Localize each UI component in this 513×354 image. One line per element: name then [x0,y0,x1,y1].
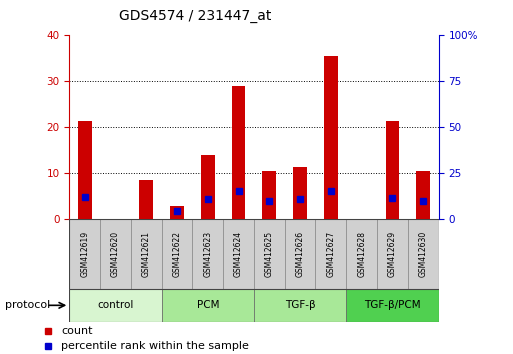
Bar [170,206,184,219]
Bar [131,219,162,289]
Bar [254,219,285,289]
Bar [69,219,100,289]
Bar [78,120,92,219]
Text: GSM412626: GSM412626 [295,231,305,277]
Text: GSM412625: GSM412625 [265,231,274,277]
Text: GSM412630: GSM412630 [419,231,428,277]
Bar [377,219,408,289]
Bar [315,219,346,289]
Bar [346,289,439,322]
Bar [262,171,276,219]
Text: percentile rank within the sample: percentile rank within the sample [62,341,249,351]
Text: GSM412620: GSM412620 [111,231,120,277]
Text: TGF-β/PCM: TGF-β/PCM [364,300,421,310]
Bar [285,219,315,289]
Bar [254,289,346,322]
Bar [69,289,162,322]
Bar [192,219,223,289]
Bar [201,155,214,219]
Bar [408,219,439,289]
Text: GDS4574 / 231447_at: GDS4574 / 231447_at [119,9,271,23]
Bar [293,166,307,219]
Text: count: count [62,326,93,336]
Bar [417,171,430,219]
Bar [324,56,338,219]
Text: GSM412627: GSM412627 [326,231,336,277]
Bar [162,219,192,289]
Bar [346,219,377,289]
Text: protocol: protocol [5,300,50,310]
Text: GSM412624: GSM412624 [234,231,243,277]
Text: GSM412619: GSM412619 [80,231,89,277]
Bar [140,181,153,219]
Text: GSM412622: GSM412622 [172,231,182,277]
Bar [100,219,131,289]
Bar [386,120,399,219]
Bar [162,289,254,322]
Text: GSM412623: GSM412623 [203,231,212,277]
Bar [232,86,245,219]
Bar [223,219,254,289]
Text: GSM412629: GSM412629 [388,231,397,277]
Text: TGF-β: TGF-β [285,300,315,310]
Text: control: control [97,300,133,310]
Text: PCM: PCM [196,300,219,310]
Text: GSM412621: GSM412621 [142,231,151,277]
Text: GSM412628: GSM412628 [357,231,366,277]
